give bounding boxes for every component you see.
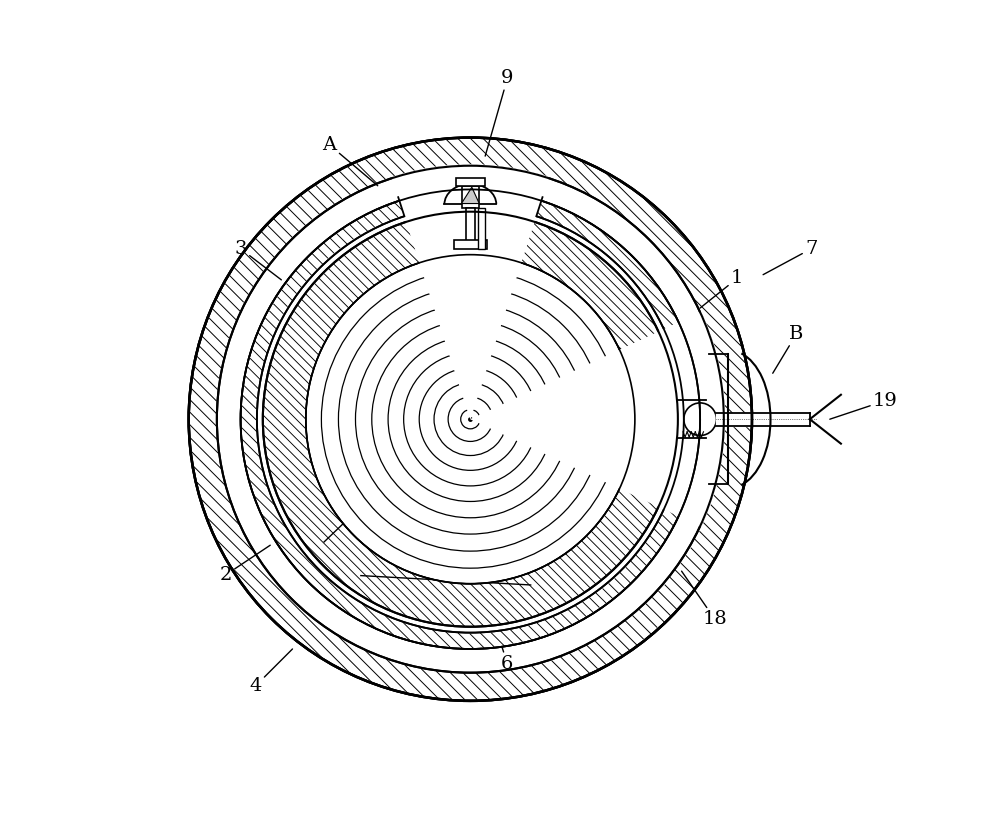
Text: 19: 19 [830,391,898,419]
Polygon shape [461,187,479,204]
Wedge shape [470,332,704,507]
Text: 5: 5 [294,314,344,352]
Text: 18: 18 [682,571,727,628]
Bar [462,186,479,208]
Text: B: B [773,325,804,373]
Circle shape [189,138,752,701]
Bar [456,178,485,186]
Text: 6: 6 [493,617,514,673]
Text: 1: 1 [700,269,743,308]
Text: 3: 3 [234,239,281,280]
Wedge shape [392,165,549,419]
Text: 7: 7 [763,239,817,275]
Wedge shape [470,312,725,527]
Text: A: A [322,136,378,186]
Circle shape [306,254,635,583]
Text: 2: 2 [220,545,270,584]
Text: 4: 4 [249,649,292,695]
Circle shape [257,206,684,632]
Bar [478,208,485,248]
Wedge shape [398,186,542,419]
Circle shape [684,403,716,435]
Text: 9: 9 [485,69,514,156]
Circle shape [181,130,759,708]
Circle shape [241,189,700,649]
Bar [454,240,487,248]
Circle shape [217,165,724,672]
Circle shape [263,212,678,627]
Bar [466,208,475,241]
